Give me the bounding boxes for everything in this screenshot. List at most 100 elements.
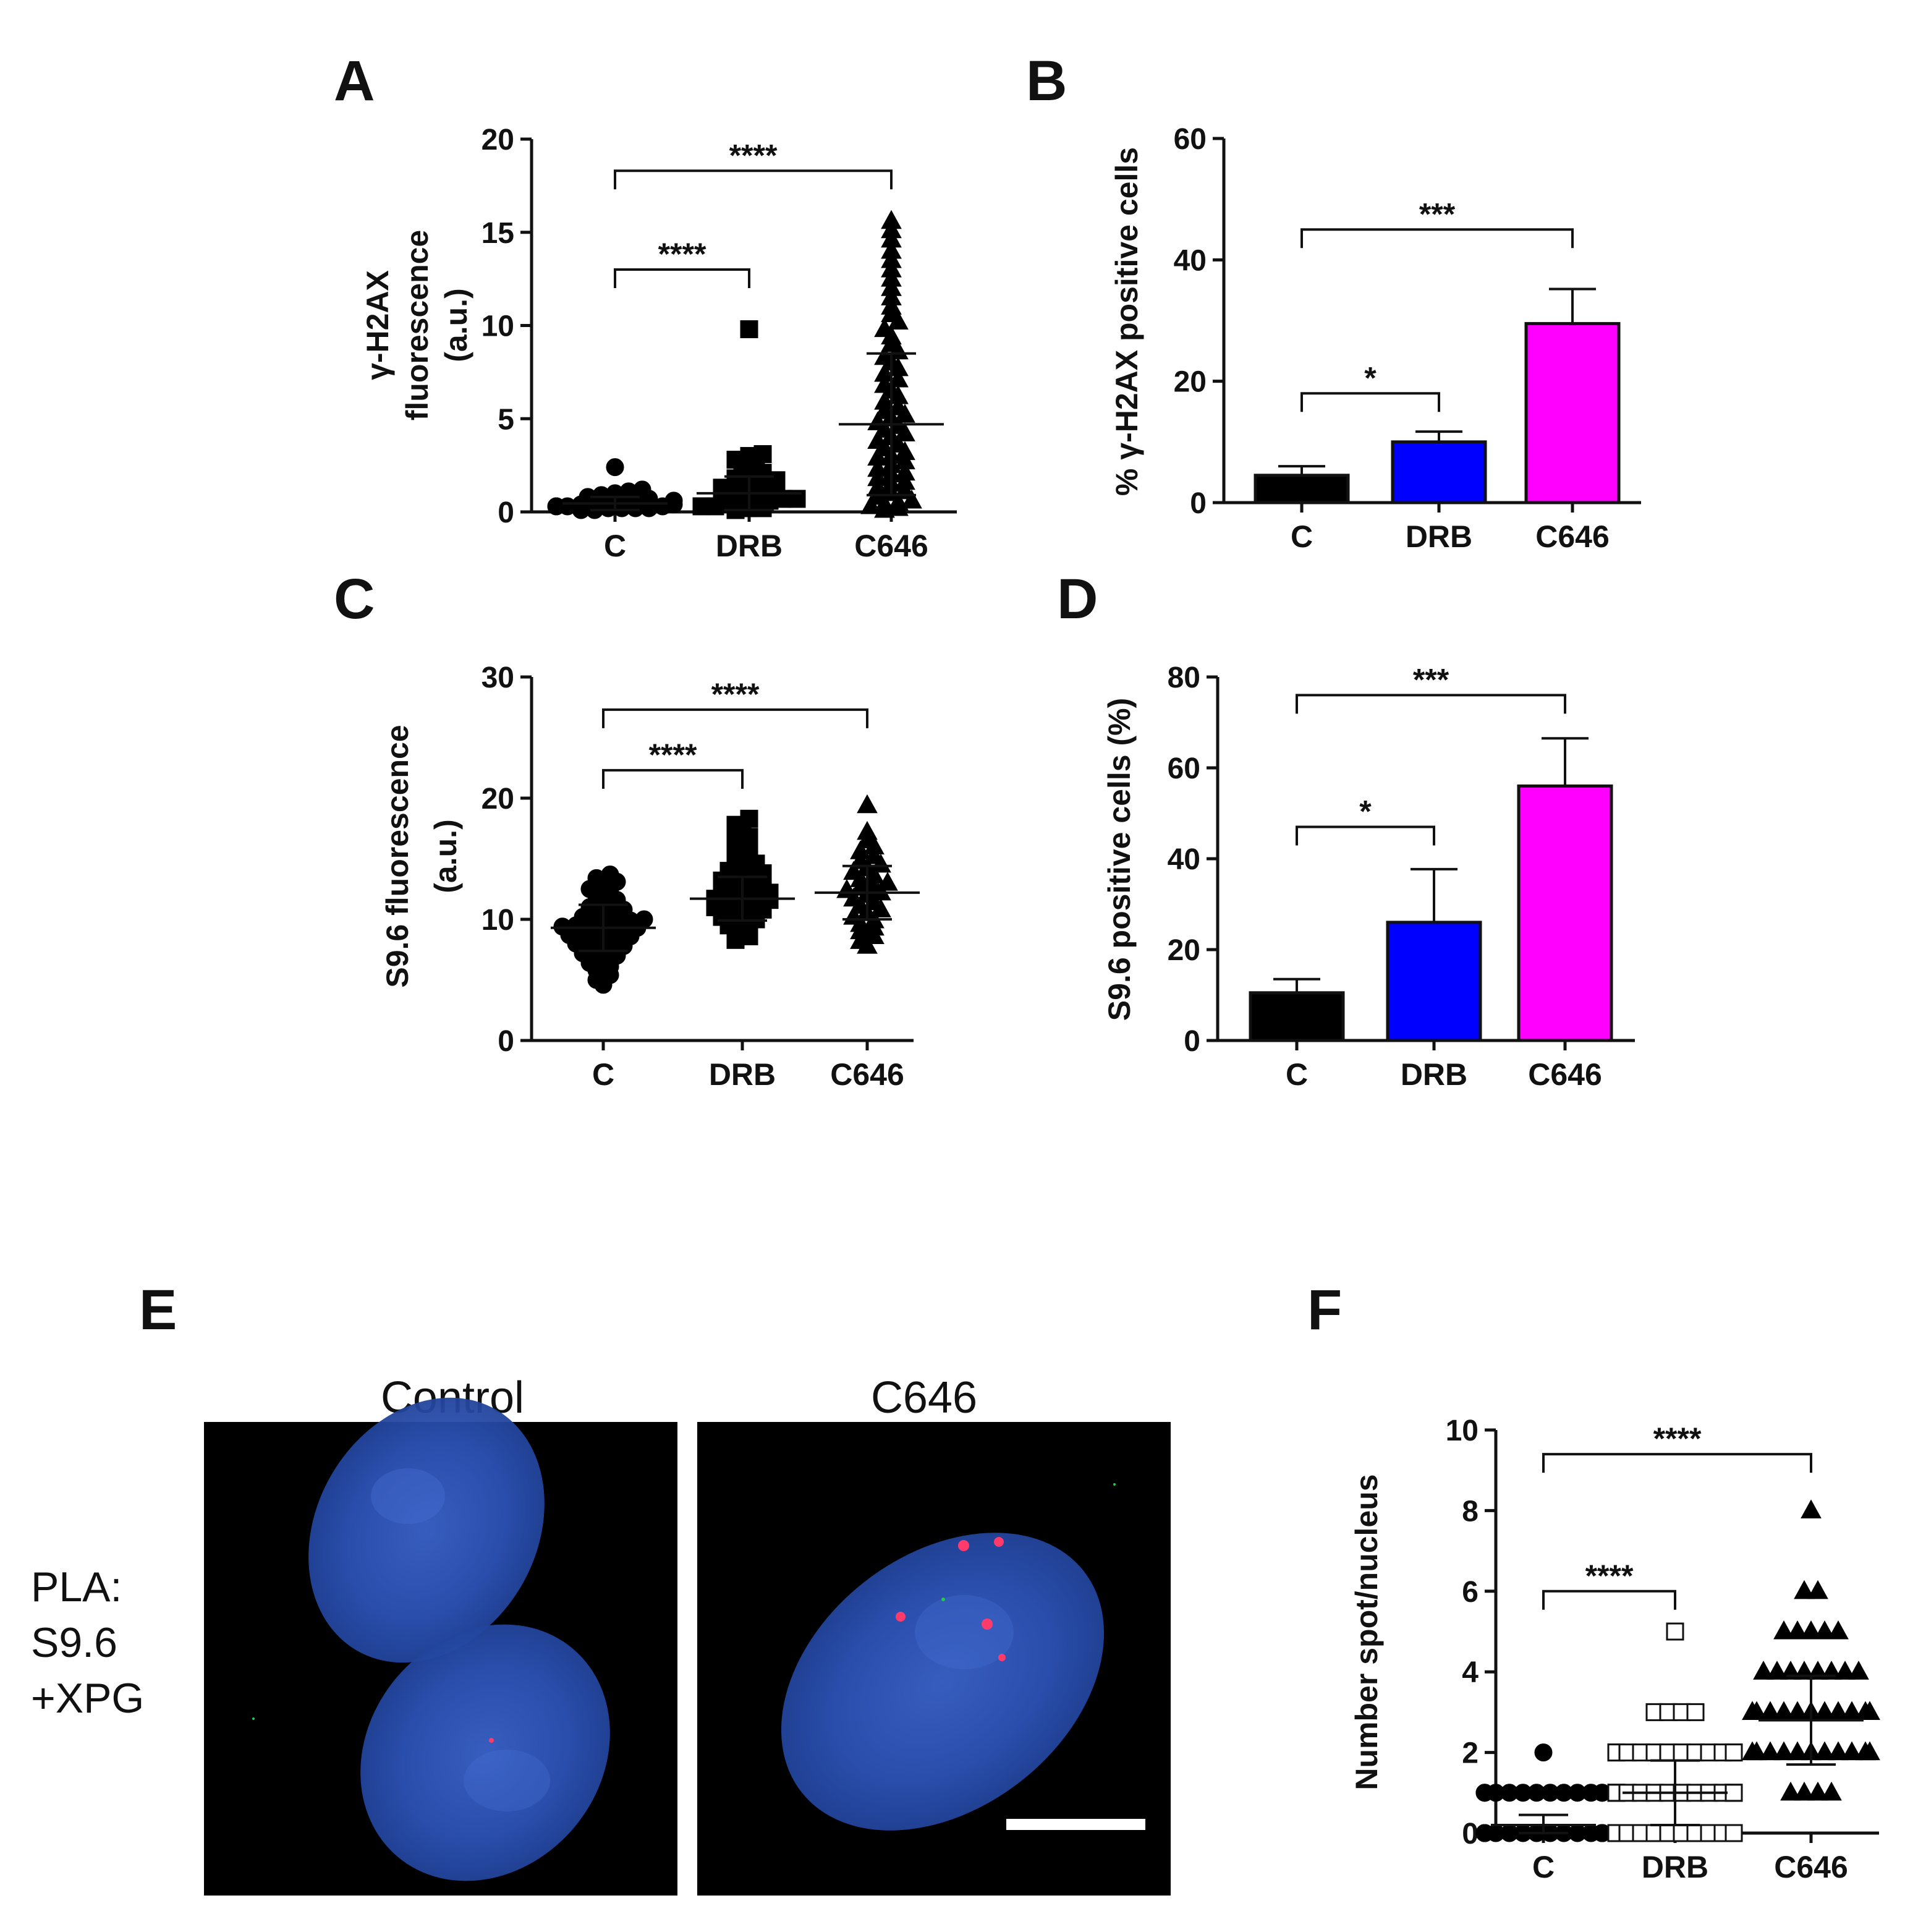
data-point	[860, 495, 881, 514]
y-axis-label: (a.u.)	[428, 819, 463, 893]
data-point	[888, 368, 909, 388]
data-point	[1794, 1781, 1815, 1801]
pla-label-line-1: PLA:	[31, 1564, 122, 1611]
data-point	[1835, 1661, 1856, 1680]
data-point	[1807, 1781, 1828, 1801]
data-point	[1841, 1741, 1862, 1761]
pla-spot	[998, 1654, 1006, 1661]
data-point	[601, 865, 619, 883]
background-speck	[1113, 1483, 1116, 1486]
background-speck	[252, 1717, 255, 1720]
y-tick-label: 20	[482, 124, 514, 156]
pla-spot	[896, 1612, 906, 1622]
pla-label-line-2: S9.6	[31, 1619, 117, 1666]
data-point	[606, 458, 624, 477]
x-tick-label-c: C	[1532, 1850, 1555, 1884]
data-point	[901, 489, 922, 509]
data-point	[1773, 1741, 1794, 1761]
x-tick-label-drb: DRB	[716, 529, 783, 563]
data-point	[1859, 1741, 1880, 1761]
bar-c646	[1517, 784, 1613, 1042]
nucleus-control-1	[308, 1397, 545, 1663]
data-point	[1725, 1784, 1743, 1802]
x-tick-label-c: C	[1286, 1057, 1308, 1092]
bar-c	[1249, 991, 1345, 1042]
data-point	[1767, 1661, 1788, 1680]
data-point	[894, 450, 915, 470]
significance-stars: *	[1359, 794, 1372, 829]
bar-drb	[1386, 921, 1482, 1042]
data-point	[635, 910, 653, 929]
nucleus-control-2	[360, 1624, 610, 1881]
significance-bracket	[1300, 228, 1574, 249]
panel-letter-c: C	[334, 568, 375, 631]
data-point	[857, 794, 878, 814]
y-tick-label: 10	[482, 904, 514, 937]
y-tick-label: 60	[1174, 123, 1207, 156]
data-point	[881, 228, 902, 248]
y-tick-label: 0	[1462, 1818, 1479, 1850]
bar-c646	[1524, 321, 1621, 504]
data-point	[753, 445, 772, 464]
significance-bracket	[1296, 694, 1566, 714]
data-point	[1859, 1701, 1880, 1720]
background-speck	[941, 1598, 945, 1601]
significance-stars: ***	[1419, 197, 1456, 231]
y-axis-label: (a.u.)	[439, 288, 473, 362]
significance-stars: *	[1364, 360, 1377, 395]
data-point	[1787, 1741, 1808, 1761]
y-tick-label: 2	[1462, 1737, 1479, 1770]
data-point	[1801, 1620, 1822, 1640]
scale-bar	[1006, 1819, 1145, 1830]
data-point	[1848, 1661, 1869, 1680]
data-point	[1828, 1620, 1849, 1640]
data-point	[867, 446, 888, 466]
y-axis-label: Number spot/nucleus	[1349, 1474, 1384, 1790]
y-axis-label: % γ-H2AX positive cells	[1109, 147, 1144, 496]
data-point	[1773, 1620, 1794, 1640]
micrograph-c646	[697, 1422, 1171, 1896]
y-tick-label: 60	[1168, 752, 1200, 785]
chart-c-s96-fluorescence: 0 10 20 30 C DRB C646 S9.6 fluorescence (a.u.) **…	[380, 662, 920, 1092]
significance-bracket	[1542, 1453, 1812, 1473]
y-axis-label: γ-H2AX	[360, 270, 395, 380]
y-tick-label: 4	[1462, 1656, 1479, 1689]
chart-f-spots-per-nucleus: 0 2 4 6 8 10 C DRB C646 Number spot/nucleus **** **…	[1349, 1415, 1880, 1884]
y-tick-label: 20	[482, 783, 514, 815]
significance-stars: ****	[1653, 1421, 1702, 1456]
y-tick-label: 40	[1168, 843, 1200, 876]
data-point	[874, 346, 895, 365]
panel-letter-b: B	[1026, 49, 1067, 113]
data-point	[1821, 1781, 1842, 1801]
y-tick-label: 30	[482, 662, 514, 694]
bar-c	[1254, 474, 1350, 504]
x-tick-label-drb: DRB	[1642, 1850, 1708, 1884]
data-point	[881, 296, 902, 315]
pla-spot	[958, 1540, 969, 1551]
y-tick-label: 15	[482, 217, 514, 250]
y-tick-label: 6	[1462, 1576, 1479, 1609]
panel-letter-e: E	[139, 1279, 177, 1342]
x-tick-label-c646: C646	[1535, 519, 1610, 554]
data-point	[888, 491, 909, 511]
data-point	[881, 210, 902, 229]
y-tick-label: 0	[1184, 1025, 1200, 1058]
data-point	[1666, 1622, 1684, 1641]
data-point	[664, 495, 683, 514]
chromatin-texture	[371, 1468, 445, 1524]
data-point	[1801, 1499, 1822, 1518]
micrograph-control	[204, 1397, 677, 1896]
data-point	[888, 396, 909, 415]
y-tick-label: 0	[498, 496, 514, 529]
y-axis-label: fluorescence	[400, 230, 435, 420]
x-tick-label-c646: C646	[854, 529, 928, 563]
x-tick-label-drb: DRB	[709, 1057, 776, 1092]
panel-letter-d: D	[1057, 568, 1098, 631]
data-point	[1725, 1824, 1743, 1842]
data-point	[740, 809, 758, 828]
y-tick-label: 0	[498, 1025, 514, 1058]
panel-letter-a: A	[334, 49, 375, 113]
data-point	[1814, 1620, 1835, 1640]
data-point	[881, 219, 902, 239]
